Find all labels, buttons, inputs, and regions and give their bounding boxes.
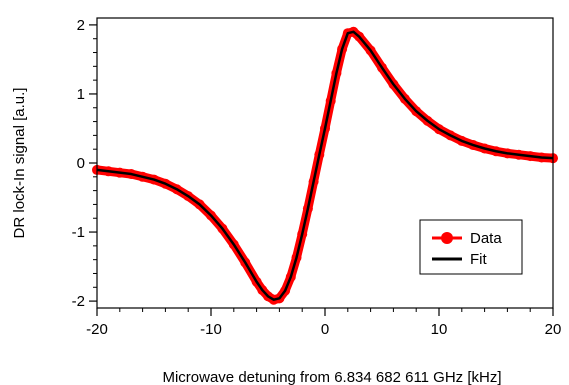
y-tick-label: 1 [77,86,85,103]
legend: Data Fit [419,219,523,275]
x-axis-title: Microwave detuning from 6.834 682 611 GH… [162,369,501,385]
legend-box [419,219,523,275]
y-tick-label: -1 [72,224,85,241]
x-tick-label: 0 [321,321,329,338]
x-tick-label: 10 [431,321,448,338]
legend-data-marker [441,232,453,244]
data-layer [92,26,558,305]
y-axis-title: DR lock-In signal [a.u.] [11,88,28,239]
legend-fit-label: Fit [470,251,487,268]
y-tick-label: 2 [77,17,85,34]
fit-line [96,30,554,301]
x-tick-label: -20 [86,321,108,338]
legend-data-label: Data [470,230,502,247]
x-tick-label: 20 [545,321,562,338]
y-tick-label: -2 [72,293,85,310]
y-tick-label: 0 [77,155,85,172]
x-tick-label: -10 [200,321,222,338]
